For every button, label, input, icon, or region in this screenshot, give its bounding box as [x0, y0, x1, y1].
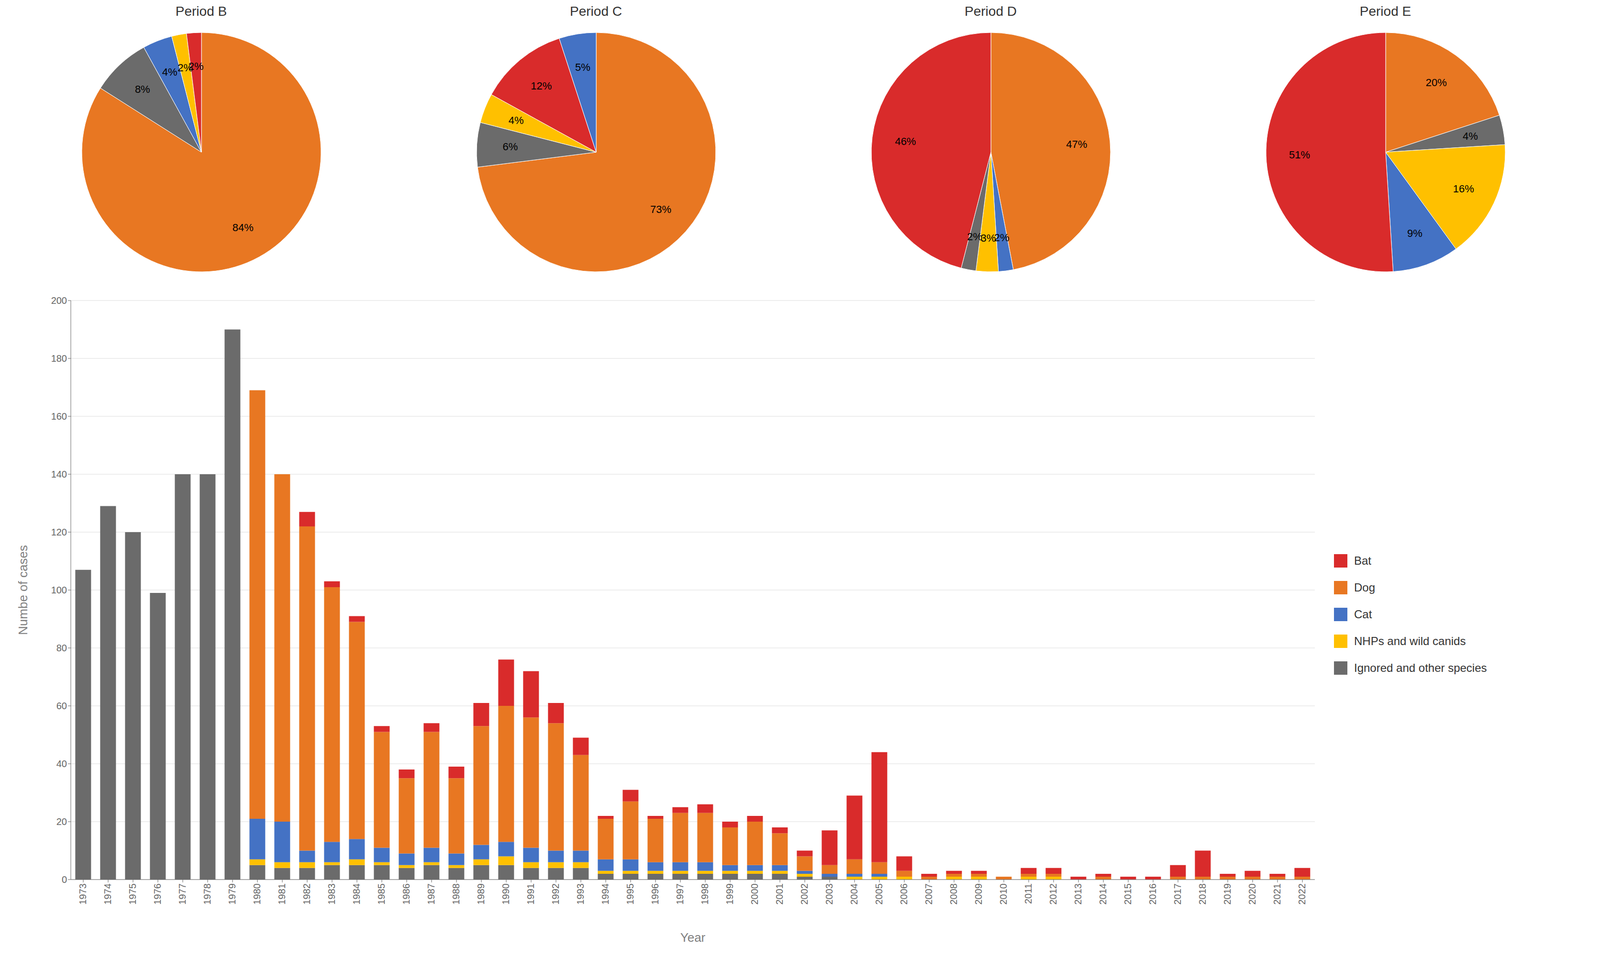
svg-text:2011: 2011: [1022, 883, 1034, 904]
svg-text:0: 0: [61, 874, 67, 885]
svg-text:2014: 2014: [1097, 883, 1109, 905]
svg-text:1998: 1998: [699, 883, 711, 905]
svg-text:2007: 2007: [923, 883, 934, 905]
svg-text:1990: 1990: [500, 883, 512, 905]
svg-text:8%: 8%: [134, 83, 150, 96]
svg-text:1976: 1976: [152, 883, 163, 905]
svg-text:2022: 2022: [1296, 883, 1308, 905]
svg-text:2%: 2%: [966, 230, 983, 243]
html-text:Bat: Bat: [1354, 554, 1372, 567]
svg-text:1980: 1980: [251, 883, 263, 905]
svg-text:40: 40: [56, 758, 67, 769]
svg-text:1975: 1975: [127, 883, 138, 905]
svg-text:200: 200: [51, 295, 67, 306]
svg-text:73%: 73%: [649, 203, 671, 216]
svg-text:1988: 1988: [450, 883, 462, 905]
svg-text:1987: 1987: [425, 883, 437, 905]
html-text:Period B: Period B: [175, 3, 227, 19]
svg-text:2016: 2016: [1147, 883, 1158, 905]
svg-text:2002: 2002: [799, 883, 810, 905]
html-text:Period D: Period D: [964, 3, 1017, 19]
svg-text:2009: 2009: [973, 883, 984, 905]
svg-text:46%: 46%: [894, 135, 916, 148]
svg-text:120: 120: [51, 526, 67, 538]
svg-text:2%: 2%: [188, 60, 204, 73]
svg-text:180: 180: [51, 353, 67, 364]
svg-text:2%: 2%: [993, 231, 1010, 244]
svg-text:Numbe of cases: Numbe of cases: [15, 544, 31, 635]
svg-text:2008: 2008: [948, 883, 959, 905]
svg-text:1982: 1982: [301, 883, 312, 905]
html-text:Period C: Period C: [569, 3, 623, 19]
svg-text:2006: 2006: [898, 883, 910, 905]
svg-text:2004: 2004: [848, 883, 860, 905]
svg-text:4%: 4%: [161, 66, 178, 78]
svg-text:2003: 2003: [823, 883, 835, 905]
svg-text:1981: 1981: [276, 883, 288, 905]
html-text:Cat: Cat: [1354, 607, 1372, 621]
svg-text:2001: 2001: [774, 883, 785, 905]
html-text:Ignored and other species: Ignored and other species: [1354, 661, 1487, 675]
svg-text:1999: 1999: [724, 883, 735, 905]
svg-text:20: 20: [56, 816, 67, 827]
svg-text:1983: 1983: [326, 883, 337, 905]
svg-text:51%: 51%: [1288, 148, 1311, 161]
svg-text:12%: 12%: [530, 79, 552, 92]
svg-text:47%: 47%: [1066, 138, 1088, 151]
svg-text:2021: 2021: [1271, 883, 1283, 905]
svg-text:4%: 4%: [1462, 130, 1478, 143]
svg-text:1973: 1973: [77, 883, 89, 905]
svg-text:140: 140: [51, 468, 67, 480]
svg-text:60: 60: [56, 700, 67, 712]
svg-text:1977: 1977: [177, 883, 188, 905]
svg-text:Year: Year: [680, 930, 706, 945]
svg-text:1991: 1991: [525, 883, 536, 905]
svg-text:2005: 2005: [873, 883, 885, 905]
html-text:Dog: Dog: [1354, 580, 1376, 594]
svg-text:80: 80: [56, 642, 67, 654]
svg-text:1994: 1994: [600, 883, 611, 905]
svg-text:16%: 16%: [1452, 182, 1474, 195]
svg-text:1996: 1996: [649, 883, 661, 905]
svg-text:3%: 3%: [980, 232, 996, 245]
svg-text:5%: 5%: [574, 61, 590, 74]
svg-text:4%: 4%: [508, 114, 524, 127]
svg-text:1984: 1984: [351, 883, 362, 905]
svg-text:6%: 6%: [502, 140, 518, 153]
svg-text:1993: 1993: [575, 883, 586, 905]
svg-text:84%: 84%: [232, 221, 254, 234]
svg-text:2010: 2010: [998, 883, 1009, 905]
svg-text:2000: 2000: [749, 883, 760, 905]
svg-text:2%: 2%: [177, 61, 193, 74]
svg-text:2013: 2013: [1072, 883, 1084, 905]
svg-text:1989: 1989: [475, 883, 487, 905]
svg-text:20%: 20%: [1425, 76, 1447, 89]
svg-text:100: 100: [51, 584, 67, 596]
svg-text:1974: 1974: [102, 883, 113, 905]
html-text:NHPs and wild canids: NHPs and wild canids: [1354, 634, 1466, 648]
svg-text:2015: 2015: [1122, 883, 1134, 905]
svg-text:1997: 1997: [674, 883, 686, 905]
svg-text:2018: 2018: [1197, 883, 1208, 905]
svg-text:9%: 9%: [1407, 227, 1423, 240]
svg-text:160: 160: [51, 411, 67, 422]
html-text:Period E: Period E: [1359, 3, 1412, 19]
svg-text:1986: 1986: [400, 883, 412, 905]
svg-text:1995: 1995: [624, 883, 636, 905]
svg-text:2020: 2020: [1246, 883, 1258, 905]
svg-text:2017: 2017: [1172, 883, 1183, 905]
svg-text:1978: 1978: [201, 883, 213, 905]
svg-text:1979: 1979: [226, 883, 238, 905]
svg-text:1985: 1985: [376, 883, 387, 905]
svg-text:2019: 2019: [1222, 883, 1233, 905]
svg-text:1992: 1992: [550, 883, 561, 905]
svg-text:2012: 2012: [1047, 883, 1059, 905]
